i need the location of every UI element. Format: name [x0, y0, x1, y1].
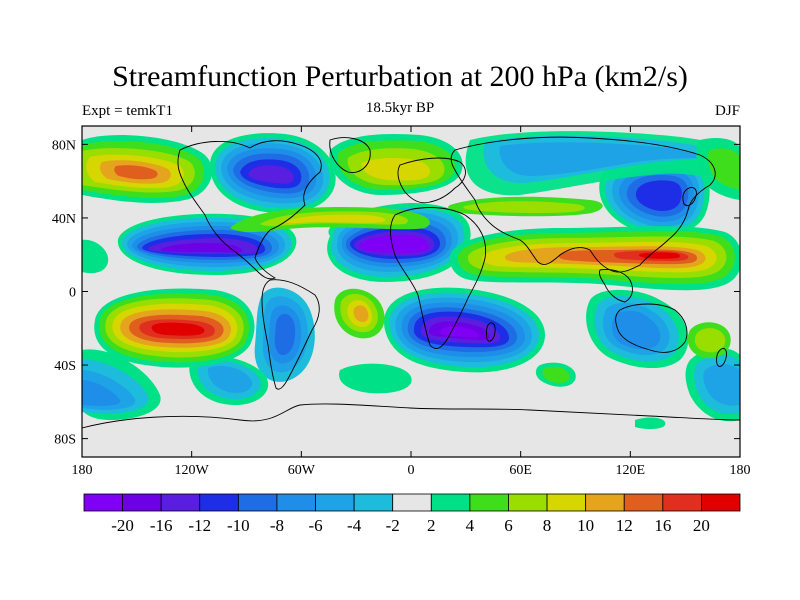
colorbar-label: -4	[347, 516, 362, 535]
y-tick-label: 80N	[52, 138, 76, 153]
coast-madagascar	[485, 322, 496, 342]
y-tick-label: 40S	[54, 359, 76, 374]
colorbar-swatch	[83, 493, 123, 512]
coast-asia	[450, 136, 716, 273]
coast-greenland	[329, 137, 371, 173]
colorbar-swatch	[160, 493, 201, 512]
x-tick-label: 120W	[175, 463, 210, 478]
colorbar-label: -16	[150, 516, 173, 535]
x-tick-label: 120E	[616, 463, 646, 478]
colorbar-swatch	[701, 493, 741, 512]
field-north-pacific-high	[82, 135, 213, 203]
time-label: 18.5kyr BP	[365, 100, 435, 116]
colorbar-label: 10	[577, 516, 594, 535]
coast-africa	[390, 207, 487, 349]
field-south-atlantic-high	[334, 288, 385, 339]
season-label: DJF	[714, 103, 740, 119]
colorbar-swatch	[623, 493, 664, 512]
coast-southeast-asia	[599, 269, 633, 303]
colorbar: -20 -16 -12 -10 -8 -6 -4 -2 2 4 6 8 10 12 16 20	[83, 493, 741, 535]
coast-new-zealand	[716, 347, 727, 367]
colorbar-swatch	[392, 493, 432, 512]
colorbar-swatch	[276, 493, 316, 512]
x-axis: 180 120W 60W 0 60E 120E 180	[72, 126, 751, 478]
colorbar-swatch	[508, 493, 548, 512]
colorbar-swatch	[585, 493, 625, 512]
y-tick-label: 80S	[54, 433, 76, 448]
colorbar-swatch	[122, 493, 162, 512]
colorbar-swatch	[199, 493, 239, 512]
colorbar-swatch	[237, 493, 278, 512]
coastlines	[82, 136, 740, 429]
field-south-america-low	[254, 287, 315, 382]
coast-australia	[615, 303, 688, 353]
coast-europe	[397, 157, 466, 204]
field-southeast-pacific-high	[94, 288, 255, 368]
field-australia-low	[586, 289, 689, 369]
field-siberia-low	[599, 153, 710, 236]
x-tick-label: 180	[72, 463, 93, 478]
y-axis: 80N 40N 0 40S 80S	[52, 138, 740, 448]
colorbar-label: -10	[227, 516, 250, 535]
x-tick-label: 60W	[288, 463, 316, 478]
coast-japan	[682, 187, 697, 207]
map-title: Streamfunction Perturbation at 200 hPa (…	[112, 60, 688, 93]
experiment-label: Expt = temkT1	[82, 103, 173, 119]
field-subtropical-ridge	[230, 196, 603, 233]
coast-south-america	[261, 279, 320, 390]
field-south-africa-low	[384, 287, 545, 373]
colorbar-label: 2	[427, 516, 436, 535]
colorbar-swatch	[315, 493, 355, 512]
colorbar-label: -20	[111, 516, 134, 535]
colorbar-label: 6	[504, 516, 513, 535]
colorbar-label: 16	[654, 516, 671, 535]
y-tick-label: 40N	[52, 212, 76, 227]
colorbar-label: -6	[308, 516, 322, 535]
colorbar-swatch	[353, 493, 394, 512]
colorbar-label: 8	[543, 516, 552, 535]
x-tick-label: 180	[730, 463, 751, 478]
colorbar-swatch	[430, 493, 471, 512]
x-tick-label: 0	[408, 463, 415, 478]
colorbar-label: 20	[693, 516, 710, 535]
y-tick-label: 0	[69, 286, 76, 301]
field-north-atlantic-low	[327, 203, 471, 282]
field-southern-lows	[82, 239, 740, 430]
colorbar-label: -12	[188, 516, 211, 535]
field-north-atlantic-ridge	[329, 133, 463, 195]
coast-antarctica	[82, 403, 740, 429]
colorbar-label: -8	[270, 516, 284, 535]
colorbar-swatch	[469, 493, 509, 512]
field-right-top-ridge	[687, 138, 740, 359]
coast-north-america	[177, 140, 322, 280]
colorbar-label: 4	[466, 516, 475, 535]
colorbar-label: -2	[386, 516, 400, 535]
colorbar-label: 12	[616, 516, 633, 535]
colorbar-swatch	[662, 493, 702, 512]
colorbar-swatch	[546, 493, 587, 512]
x-tick-label: 60E	[509, 463, 532, 478]
